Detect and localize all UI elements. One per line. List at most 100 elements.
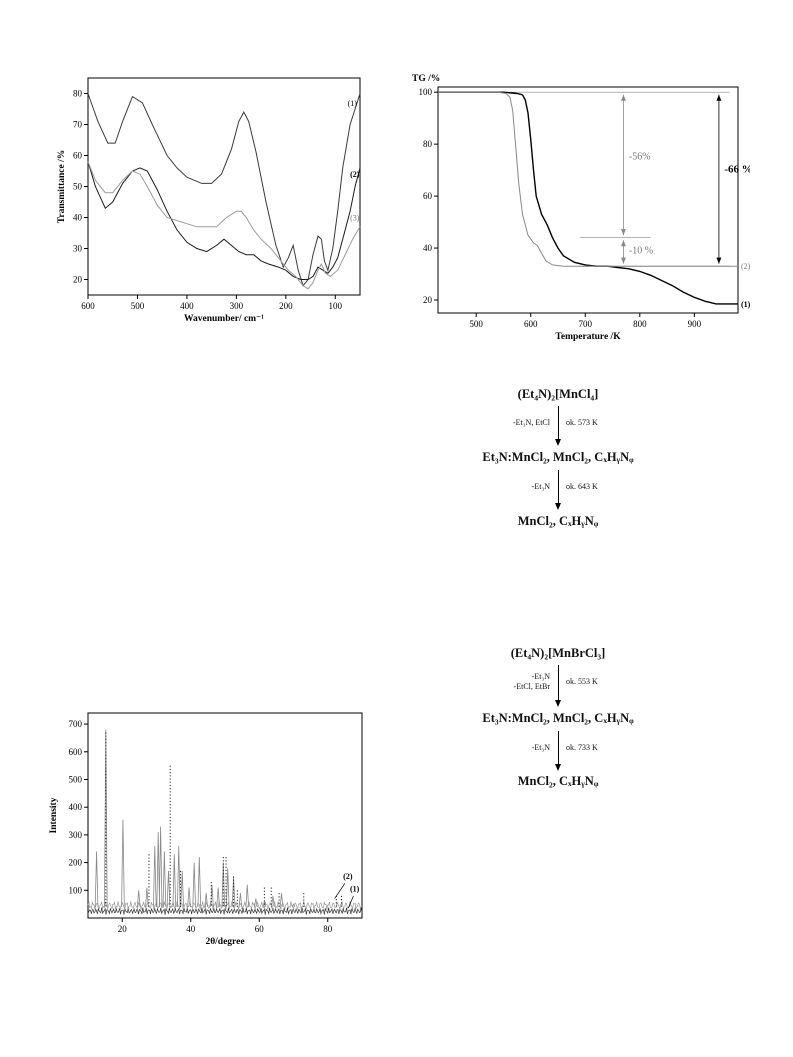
x-tick-label: 600 — [81, 301, 95, 311]
y-tick-label: 80 — [423, 139, 433, 149]
xrd-peak — [145, 887, 149, 907]
xrd-peak — [210, 884, 214, 907]
xrd-peak — [136, 890, 141, 907]
ir-spectrum-chart: 600 500 400 300 200 100 20 30 40 50 60 70 80 (1) (2) (3… — [40, 70, 380, 330]
xrd-peak — [94, 851, 99, 907]
y-tick-label: 700 — [69, 719, 83, 729]
scheme2-product: MnCl₂, CₓHᵧNᵩ — [517, 774, 599, 788]
xrd-baseline-1 — [87, 907, 363, 915]
scheme2-start-compound: (Et₄N)₂[MnBrCl₃] — [510, 646, 606, 660]
ir-spectrum-svg: 600 500 400 300 200 100 20 30 40 50 60 70 80 (1) (2) (3… — [57, 77, 361, 324]
x-tick-label: 700 — [579, 319, 593, 329]
xrd-peak — [279, 893, 284, 907]
scheme2-intermediate: Et₃N:MnCl₂, MnCl₂, CₓHᵧNᵩ — [482, 711, 634, 725]
x-tick-label: 200 — [279, 301, 293, 311]
tg-arrow-66-head — [716, 257, 722, 264]
xrd-series-label: (2) — [343, 872, 353, 881]
x-tick-label: 600 — [524, 319, 538, 329]
decomposition-scheme-1: (Et₄N)₂[MnCl₄] -Et₃N, EtCl ok. 573 K Et₃… — [482, 387, 634, 528]
xrd-peak — [176, 845, 181, 907]
y-tick-label: 300 — [69, 830, 83, 840]
xrd-peak — [291, 903, 296, 908]
y-tick-label: 20 — [423, 295, 433, 305]
xrd-peak — [254, 898, 258, 907]
scheme1-step1-temp: ok. 573 K — [566, 418, 598, 427]
y-tick-label: 30 — [73, 244, 83, 254]
scheme2-step1-loss-b: -EtCl, EtBr — [513, 682, 550, 691]
xrd-label-pointer — [347, 895, 354, 909]
ir-series-label: (3) — [350, 214, 360, 223]
x-tick-label: 40 — [186, 924, 196, 934]
scheme1-step2-loss: -Et₃N — [531, 482, 550, 491]
scheme2-arrow-1 — [555, 665, 561, 707]
xrd-peak — [156, 832, 160, 907]
x-axis-label: Wavenumber/ cm⁻¹ — [184, 314, 264, 324]
y-tick-label: 40 — [73, 213, 83, 223]
scheme1-intermediate: Et₃N:MnCl₂, MnCl₂, CₓHᵧNᵩ — [482, 450, 634, 464]
x-axis-label: Temperature /K — [555, 332, 621, 342]
ir-series-label: (1) — [348, 99, 358, 108]
x-tick-label: 900 — [688, 319, 702, 329]
tg-annotation: -10 % — [629, 245, 653, 256]
x-tick-label: 500 — [469, 319, 483, 329]
y-tick-label: 70 — [73, 120, 83, 130]
tg-arrow-10-head — [620, 240, 626, 247]
ir-series-1-line — [87, 93, 361, 287]
xrd-peak — [180, 870, 184, 907]
y-axis-label: Intensity — [49, 797, 59, 833]
x-tick-label: 60 — [255, 924, 265, 934]
tg-series-label: (2) — [741, 262, 750, 271]
y-tick-label: 50 — [73, 182, 83, 192]
x-tick-label: 20 — [118, 924, 128, 934]
ir-series-3-line — [87, 161, 361, 290]
x-tick-label: 100 — [329, 301, 343, 311]
tg-annotation: -66 % — [724, 164, 750, 176]
y-tick-label: 400 — [69, 802, 83, 812]
xrd-label-pointer — [334, 883, 346, 899]
xrd-peak — [153, 845, 157, 907]
tg-series-2-line — [438, 91, 738, 267]
scheme1-arrow-1 — [555, 406, 561, 446]
scheme1-step1-loss: -Et₃N, EtCl — [512, 418, 550, 427]
tg-arrow-56-head — [620, 229, 626, 236]
xrd-peak — [104, 729, 108, 907]
tg-series-label: (1) — [741, 300, 750, 309]
xrd-peak — [271, 895, 275, 907]
x-tick-label: 400 — [180, 301, 194, 311]
tg-curve-svg: 500 600 700 800 900 20 40 60 80 100 TG /% Temperatu… — [412, 74, 753, 342]
scheme2-step1-temp: ok. 553 K — [566, 677, 598, 686]
y-tick-label: 600 — [69, 747, 83, 757]
y-tick-label: 100 — [419, 87, 433, 97]
tg-annotation: -56% — [629, 152, 651, 163]
y-tick-label: 40 — [423, 243, 433, 253]
scheme1-product: MnCl₂, CₓHᵧNᵩ — [517, 514, 599, 528]
xrd-peak — [172, 854, 177, 907]
tg-arrow-56-head — [620, 94, 626, 101]
xrd-peak — [187, 887, 191, 907]
scheme1-start-compound: (Et₄N)₂[MnCl₄] — [517, 387, 599, 401]
y-tick-label: 60 — [73, 151, 83, 161]
xrd-peak — [121, 819, 125, 907]
decomposition-scheme-2: (Et₄N)₂[MnBrCl₃] -Et₃N -EtCl, EtBr ok. 5… — [482, 646, 634, 788]
y-tick-label: 200 — [69, 858, 83, 868]
x-axis-label: 2θ/degree — [205, 937, 244, 947]
xrd-peak — [225, 868, 230, 907]
x-tick-label: 300 — [230, 301, 244, 311]
y-tick-label: 20 — [73, 275, 83, 285]
xrd-peak — [245, 884, 250, 907]
tg-curve-chart: 500 600 700 800 900 20 40 60 80 100 TG /% Temperatu… — [400, 65, 753, 355]
scheme2-step1-loss-a: -Et₃N — [531, 672, 550, 681]
ir-series-label: (2) — [350, 170, 360, 179]
xrd-peak — [216, 887, 220, 907]
xrd-peak — [197, 857, 202, 907]
y-tick-label: 80 — [73, 89, 83, 99]
scheme2-step2-temp: ok. 733 K — [566, 743, 598, 752]
y-tick-label: 60 — [423, 191, 433, 201]
xrd-peak — [238, 893, 243, 907]
scheme2-arrow-2 — [555, 731, 561, 771]
tg-arrow-10-head — [620, 257, 626, 264]
scheme1-step2-temp: ok. 643 K — [566, 482, 598, 491]
y-axis-label: Transmittance /% — [57, 150, 67, 223]
xrd-peak — [162, 851, 167, 907]
plot-frame — [87, 712, 363, 919]
